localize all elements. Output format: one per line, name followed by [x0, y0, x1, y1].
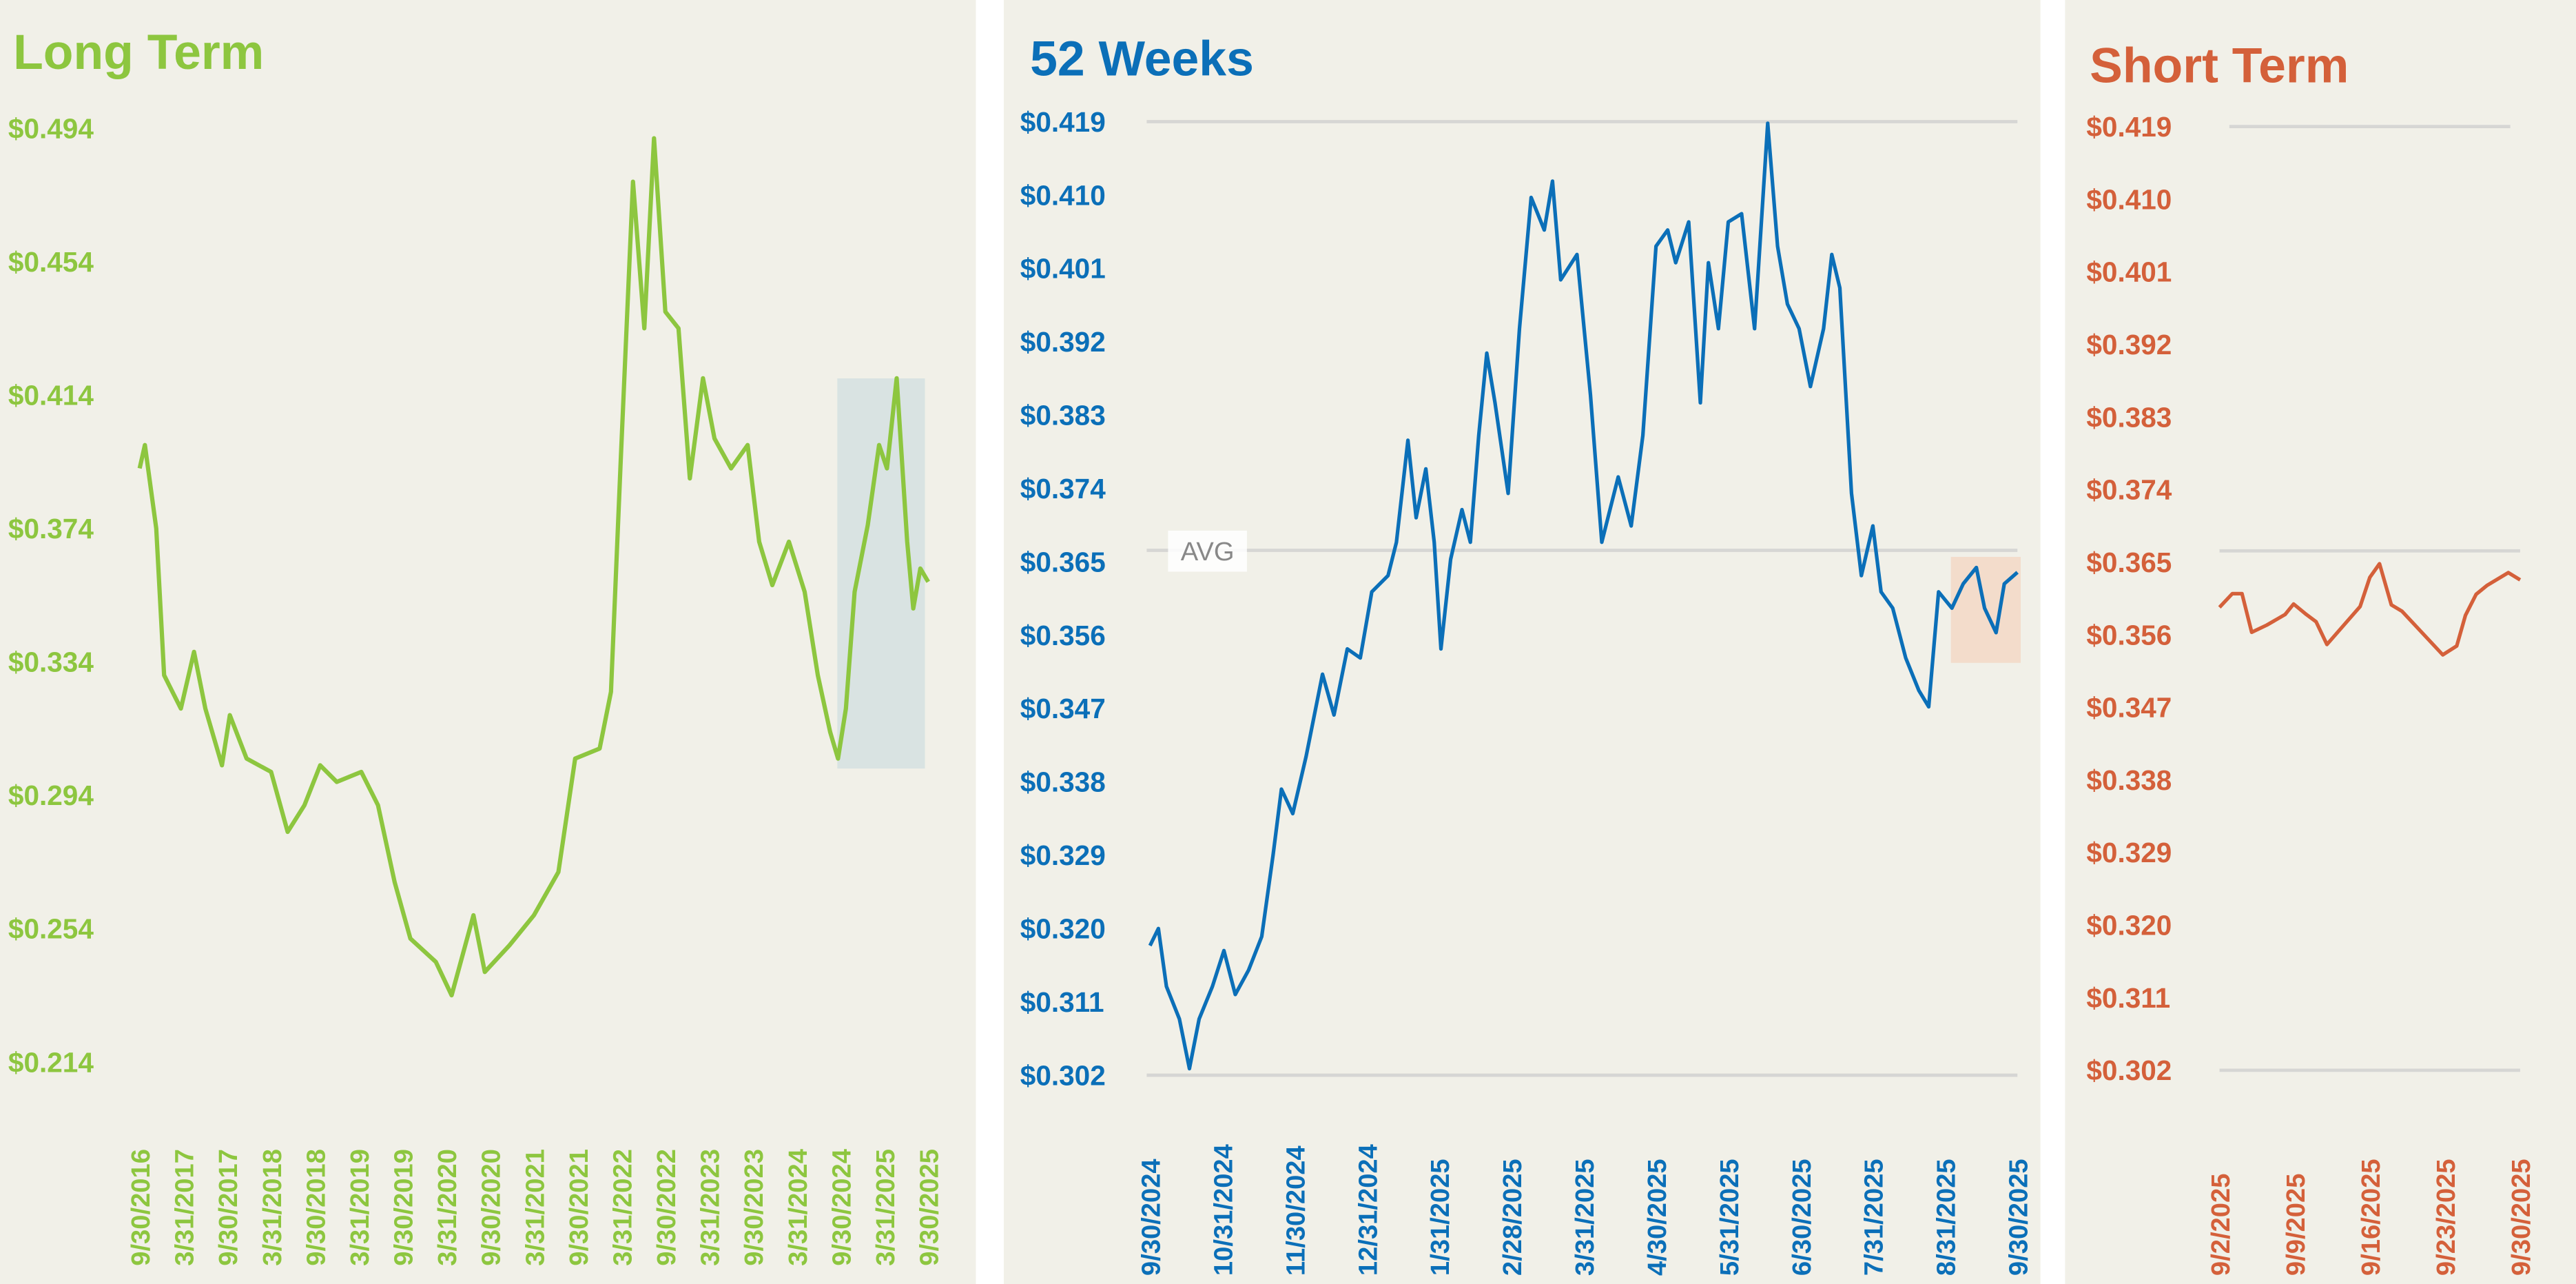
x-tick-label: 9/30/2016 [126, 1149, 156, 1266]
y-tick-label: $0.329 [1020, 839, 1106, 871]
y-tick-label: $0.356 [1020, 620, 1106, 651]
y-tick-label: $0.419 [1020, 106, 1106, 138]
x-tick-label: 9/23/2025 [2431, 1159, 2461, 1276]
y-tick-label: $0.347 [2086, 692, 2172, 724]
x-tick-label: 3/31/2025 [871, 1149, 900, 1266]
x-tick-label: 9/16/2025 [2356, 1159, 2386, 1276]
y-tick-label: $0.494 [8, 112, 94, 144]
y-tick-label: $0.419 [2086, 111, 2172, 143]
x-tick-label: 3/31/2021 [520, 1149, 550, 1266]
x-tick-label: 9/30/2023 [739, 1149, 769, 1266]
y-tick-label: $0.338 [2086, 764, 2172, 796]
y-tick-label: $0.320 [2086, 910, 2172, 941]
x-tick-label: 9/30/2019 [389, 1149, 419, 1266]
y-tick-label: $0.374 [2086, 474, 2172, 506]
y-tick-label: $0.302 [2086, 1054, 2172, 1086]
x-tick-label: 9/30/2021 [564, 1149, 594, 1266]
x-tick-label: 9/30/2025 [915, 1149, 945, 1266]
long-term-chart: $0.494 $0.454 $0.414 $0.374 $0.334 $0.294 $0.2… [8, 112, 945, 1265]
y-tick-label: $0.401 [1020, 253, 1106, 285]
avg-label: AVG [1181, 537, 1235, 567]
x-tick-label: 3/31/2023 [696, 1149, 725, 1266]
price-series-line [2218, 562, 2522, 657]
y-tick-label: $0.392 [1020, 326, 1106, 358]
x-tick-label: 3/31/2017 [170, 1149, 200, 1266]
52-weeks-title: 52 Weeks [1030, 32, 1254, 87]
x-tick-label: 9/30/2024 [827, 1149, 856, 1266]
y-tick-label: $0.338 [1020, 766, 1106, 798]
y-tick-label: $0.254 [8, 913, 94, 945]
y-tick-label: $0.410 [1020, 179, 1106, 211]
x-tick-label: 9/30/2018 [301, 1149, 331, 1266]
x-tick-label: 9/30/2024 [1137, 1159, 1166, 1276]
y-tick-label: $0.374 [8, 513, 94, 544]
y-tick-label: $0.347 [1020, 693, 1106, 724]
x-tick-label: 10/31/2024 [1208, 1144, 1238, 1276]
x-tick-label: 9/30/2020 [477, 1149, 506, 1266]
y-tick-label: $0.392 [2086, 329, 2172, 360]
y-tick-label: $0.302 [1020, 1059, 1106, 1091]
long-term-panel [0, 0, 976, 1284]
short-term-title: Short Term [2090, 38, 2349, 93]
x-tick-label: 12/31/2024 [1353, 1144, 1383, 1276]
x-tick-label: 3/31/2024 [783, 1149, 813, 1266]
x-tick-label: 8/31/2025 [1932, 1159, 1961, 1276]
y-tick-label: $0.374 [1020, 473, 1106, 505]
avg-label-background [1168, 530, 1247, 572]
y-tick-label: $0.365 [1020, 546, 1106, 578]
y-tick-label: $0.334 [8, 646, 94, 678]
y-tick-label: $0.383 [2086, 401, 2172, 433]
52-weeks-chart: AVG $0.419 $0.410 $0.401 $0.392 $0.383 $0.374 $… [1020, 106, 2034, 1276]
x-tick-label: 9/9/2025 [2281, 1174, 2311, 1276]
x-tick-label: 1/31/2025 [1425, 1159, 1455, 1276]
x-tick-label: 3/31/2022 [608, 1149, 637, 1266]
y-tick-label: $0.329 [2086, 837, 2172, 868]
x-tick-label: 9/30/2025 [2506, 1159, 2536, 1276]
long-term-title: Long Term [13, 25, 264, 80]
y-tick-label: $0.410 [2086, 183, 2172, 215]
price-series-line [137, 136, 930, 998]
y-tick-label: $0.365 [2086, 547, 2172, 578]
x-tick-label: 9/2/2025 [2206, 1174, 2236, 1276]
y-tick-label: $0.454 [8, 246, 94, 278]
x-tick-label: 3/31/2020 [433, 1149, 462, 1266]
x-tick-label: 3/31/2019 [345, 1149, 375, 1266]
x-tick-label: 4/30/2025 [1642, 1159, 1672, 1276]
y-tick-label: $0.214 [8, 1046, 94, 1078]
y-tick-label: $0.356 [2086, 619, 2172, 651]
y-tick-label: $0.320 [1020, 913, 1106, 945]
x-tick-label: 11/30/2024 [1281, 1145, 1310, 1276]
x-tick-label: 2/28/2025 [1498, 1159, 1527, 1276]
x-tick-label: 7/31/2025 [1859, 1159, 1889, 1276]
price-series-line [1148, 121, 2019, 1071]
x-tick-label: 3/31/2018 [258, 1149, 287, 1266]
y-tick-label: $0.311 [1020, 986, 1104, 1018]
y-tick-label: $0.383 [1020, 400, 1106, 431]
x-tick-label: 3/31/2025 [1570, 1159, 1600, 1276]
x-tick-label: 5/31/2025 [1715, 1159, 1744, 1276]
y-tick-label: $0.414 [8, 379, 94, 411]
x-tick-label: 9/30/2017 [214, 1149, 243, 1266]
x-tick-label: 9/30/2025 [2004, 1159, 2034, 1276]
y-tick-label: $0.311 [2086, 982, 2170, 1014]
x-tick-label: 6/30/2025 [1787, 1159, 1817, 1276]
short-term-chart: $0.419 $0.410 $0.401 $0.392 $0.383 $0.374 $0.3… [2086, 111, 2536, 1276]
y-tick-label: $0.294 [8, 779, 94, 811]
y-tick-label: $0.401 [2086, 256, 2172, 288]
x-tick-label: 9/30/2022 [652, 1149, 681, 1266]
52-weeks-panel [1003, 0, 2041, 1284]
